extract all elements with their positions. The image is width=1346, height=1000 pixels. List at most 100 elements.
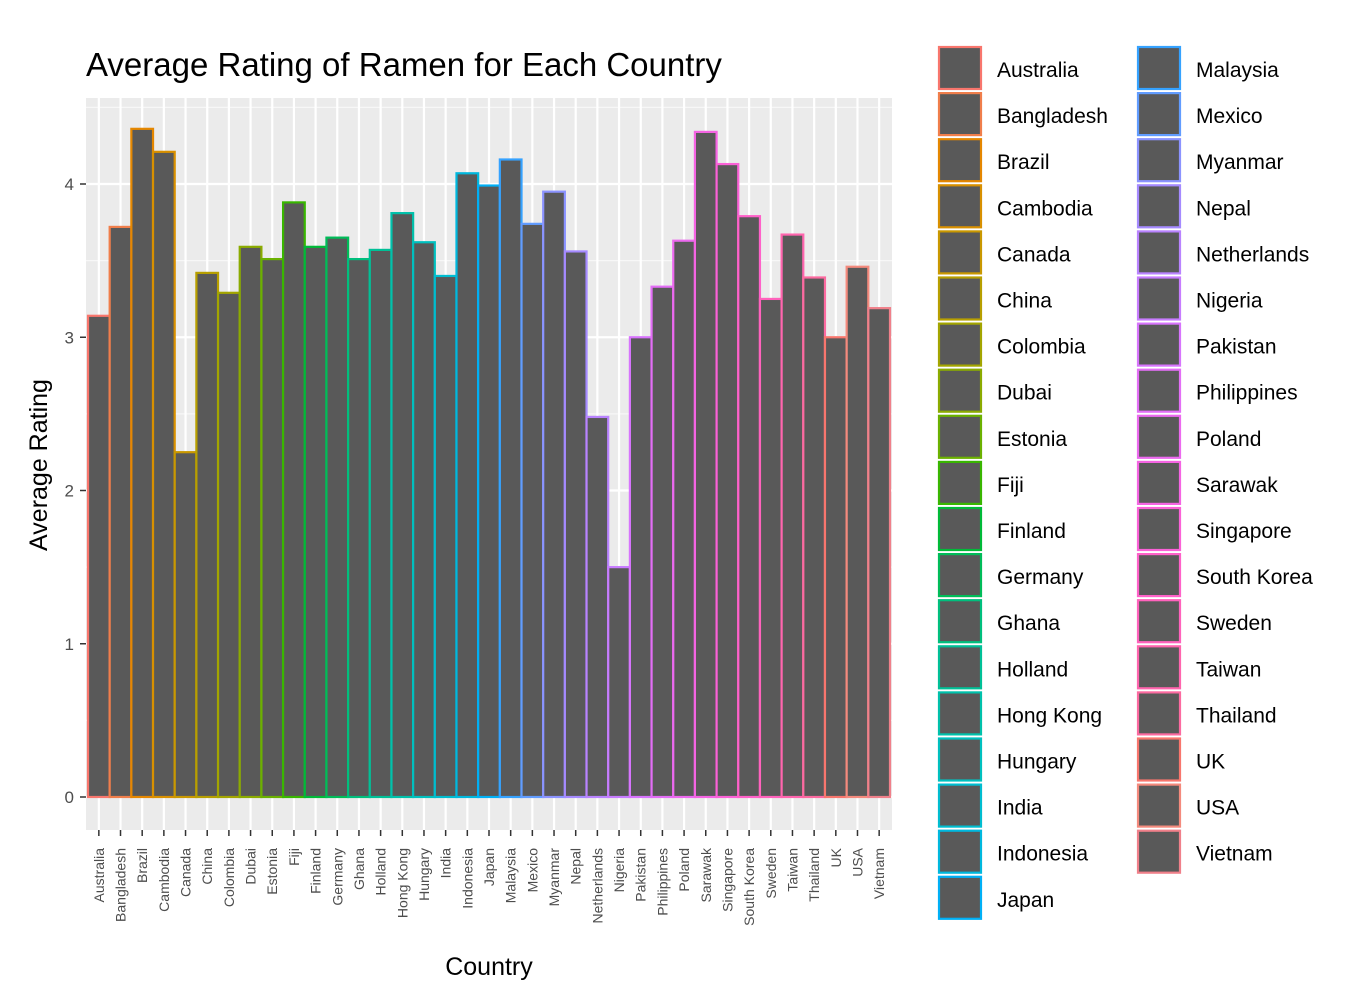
legend-label: Hong Kong [997,704,1102,727]
legend-item: Nigeria [1136,276,1263,321]
legend-item: Dubai [937,368,1052,413]
x-tick-label: Netherlands [589,848,605,924]
x-tick-label: Finland [308,848,324,894]
legend-item: Canada [937,230,1071,275]
legend-swatch [1136,599,1182,644]
x-tick-label: Holland [373,848,389,895]
legend-label: Vietnam [1196,843,1273,866]
legend-label: Netherlands [1196,243,1309,266]
legend-swatch [1136,368,1182,413]
legend-swatch [937,645,983,690]
legend-label: India [997,797,1043,820]
legend-swatch [937,460,983,505]
legend-label: Holland [997,658,1068,681]
legend-swatch [1136,276,1182,321]
legend-swatch [937,184,983,229]
bar-malaysia [498,158,523,799]
bar-south-korea [737,215,762,799]
bar-poland [672,239,697,799]
legend-label: USA [1196,797,1239,820]
bar-netherlands [585,415,610,799]
x-tick-label: Indonesia [459,848,475,909]
bar-nepal [563,250,588,799]
legend-item: Netherlands [1136,230,1309,275]
legend-swatch [937,230,983,275]
y-tick-label: 4 [65,175,74,194]
x-tick-label: Hong Kong [394,848,410,918]
bar-indonesia [455,172,480,799]
legend-item: Holland [937,645,1068,690]
legend-label: China [997,290,1052,313]
x-tick-label: Cambodia [156,848,172,912]
legend-label: Nepal [1196,197,1251,220]
legend-item: Pakistan [1136,322,1277,367]
y-tick-label: 0 [65,788,74,807]
legend-label: Japan [997,889,1054,912]
bar-estonia [260,257,285,799]
x-tick-label: UK [828,847,844,867]
legend-swatch [937,552,983,598]
y-tick-label: 3 [65,328,74,347]
legend-label: Brazil [997,151,1050,174]
x-tick-label: Germany [329,848,345,906]
y-tick-label: 1 [65,635,74,654]
x-tick-label: Colombia [221,848,237,907]
legend-swatch [1136,322,1182,367]
legend-item: Thailand [1136,691,1277,736]
legend-swatch [1136,45,1182,91]
legend-label: Poland [1196,428,1261,451]
legend-label: Colombia [997,336,1086,359]
legend-label: Nigeria [1196,290,1263,313]
x-tick-label: Thailand [806,848,822,902]
legend-label: Estonia [997,428,1067,451]
legend-item: Taiwan [1136,645,1261,690]
bar-uk [823,336,848,799]
legend-swatch [937,506,983,552]
x-tick-label: India [438,848,454,879]
bar-germany [325,236,350,799]
legend-label: Canada [997,243,1071,266]
x-tick-label: Hungary [416,848,432,901]
legend-item: Indonesia [937,829,1088,874]
legend-swatch [937,138,983,183]
bar-finland [303,245,328,799]
bar-brazil [130,127,155,799]
bar-colombia [216,291,241,799]
legend-label: Australia [997,59,1079,82]
legend-label: Fiji [997,474,1024,497]
x-tick-label: Canada [178,848,194,897]
legend-swatch [1136,691,1182,736]
legend-swatch [937,829,983,874]
legend-label: Taiwan [1196,658,1261,681]
legend-swatch [937,276,983,321]
legend-item: Singapore [1136,506,1292,552]
legend-swatch [937,783,983,828]
legend-label: Dubai [997,382,1052,405]
bar-pakistan [628,336,653,799]
legend-item: UK [1136,737,1225,782]
legend-swatch [1136,552,1182,598]
x-tick-label: Nepal [568,848,584,885]
legend-swatch [1136,460,1182,505]
x-tick-label: Sweden [763,848,779,899]
legend-item: Finland [937,506,1066,552]
legend-swatch [937,737,983,782]
plot-panel [86,98,892,830]
legend-swatch [937,91,983,137]
bar-ghana [347,257,371,799]
legend-label: Cambodia [997,197,1093,220]
x-tick-label: Philippines [654,848,670,916]
bar-myanmar [542,190,566,799]
bar-hungary [412,241,436,799]
legend-item: Hungary [937,737,1077,782]
legend-item: Mexico [1136,91,1263,137]
legend-item: Poland [1136,414,1261,459]
legend-swatch [1136,737,1182,782]
x-tick-label: Ghana [351,848,367,890]
bar-cambodia [151,150,176,799]
bar-vietnam [867,307,892,799]
legend-label: South Korea [1196,566,1313,589]
legend-item: Japan [937,875,1054,920]
legend-label: Singapore [1196,520,1292,543]
x-tick-label: USA [849,847,865,876]
